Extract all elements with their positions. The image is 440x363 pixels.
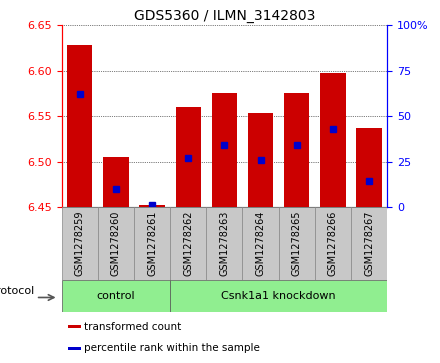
Bar (68, 347, 81, 350)
Text: GSM1278261: GSM1278261 (147, 211, 157, 276)
Bar (206, 207, 242, 280)
Text: control: control (96, 291, 135, 301)
Text: protocol: protocol (0, 286, 34, 296)
Text: GSM1278267: GSM1278267 (364, 211, 374, 276)
Bar (134, 207, 170, 280)
Bar (248, 114, 273, 207)
Text: GSM1278263: GSM1278263 (220, 211, 229, 276)
Bar (212, 93, 237, 207)
Title: GDS5360 / ILMN_3142803: GDS5360 / ILMN_3142803 (134, 9, 315, 23)
Text: transformed count: transformed count (84, 322, 181, 332)
Bar (356, 128, 382, 207)
Bar (284, 93, 309, 207)
Bar (62, 207, 98, 280)
Bar (68, 325, 81, 329)
Text: GSM1278259: GSM1278259 (75, 211, 84, 276)
Text: GSM1278262: GSM1278262 (183, 211, 193, 276)
Text: percentile rank within the sample: percentile rank within the sample (84, 343, 260, 354)
Bar (62, 280, 170, 312)
Bar (103, 157, 128, 207)
Bar (170, 280, 387, 312)
Text: GSM1278265: GSM1278265 (292, 211, 302, 276)
Bar (98, 207, 134, 280)
Bar (139, 205, 165, 207)
Bar (315, 207, 351, 280)
Bar (242, 207, 279, 280)
Bar (351, 207, 387, 280)
Text: Csnk1a1 knockdown: Csnk1a1 knockdown (221, 291, 336, 301)
Bar (279, 207, 315, 280)
Bar (67, 45, 92, 207)
Text: GSM1278266: GSM1278266 (328, 211, 338, 276)
Bar (170, 207, 206, 280)
Bar (176, 107, 201, 207)
Text: GSM1278260: GSM1278260 (111, 211, 121, 276)
Bar (320, 73, 345, 207)
Text: GSM1278264: GSM1278264 (256, 211, 266, 276)
